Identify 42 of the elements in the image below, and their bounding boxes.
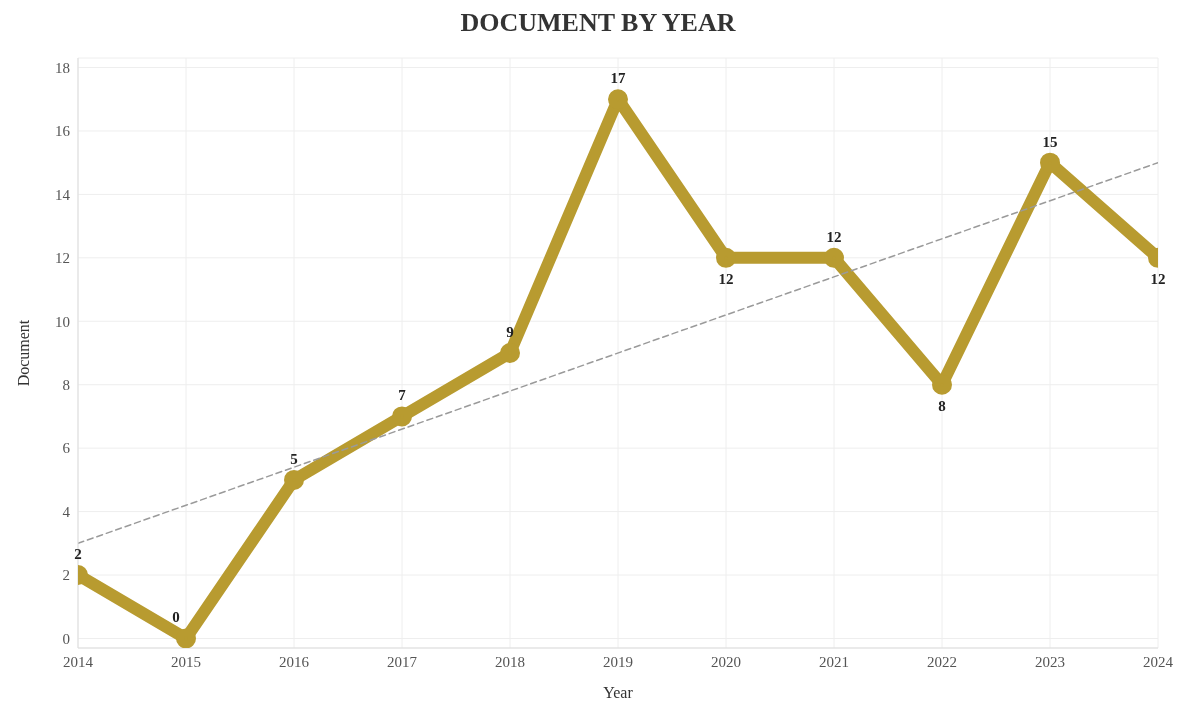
x-tick-label: 2019 <box>603 653 633 670</box>
point <box>716 247 736 268</box>
data-label: 12 <box>1150 270 1166 287</box>
data-label: 12 <box>826 228 842 245</box>
data-label: 15 <box>1042 133 1058 150</box>
y-tick-label: 16 <box>55 123 71 140</box>
data-label: 7 <box>398 387 407 404</box>
point <box>392 406 412 427</box>
x-tick-label: 2016 <box>279 653 310 670</box>
y-axis-title: Document <box>14 319 32 387</box>
y-tick-label: 4 <box>62 503 71 520</box>
point <box>176 628 196 648</box>
x-tick-label: 2020 <box>711 653 741 670</box>
data-label: 2 <box>74 546 82 563</box>
y-tick-label: 6 <box>62 440 71 457</box>
data-label: 9 <box>506 324 514 340</box>
x-axis-title: Year <box>603 684 634 701</box>
x-tick-label: 2014 <box>63 653 94 670</box>
point <box>284 469 304 490</box>
y-tick-label: 0 <box>62 630 70 647</box>
y-tick-label: 10 <box>55 313 70 330</box>
x-tick-label: 2021 <box>819 653 849 670</box>
x-tick-label: 2023 <box>1035 653 1065 670</box>
y-tick-label: 12 <box>55 250 70 267</box>
x-tick-label: 2022 <box>927 653 957 670</box>
point <box>824 247 844 268</box>
x-tick-label: 2018 <box>495 653 525 670</box>
data-label: 8 <box>938 397 946 414</box>
x-tick-label: 2024 <box>1143 653 1174 670</box>
data-label: 17 <box>610 70 626 87</box>
y-tick-label: 8 <box>62 377 70 394</box>
y-tick-label: 18 <box>55 59 70 76</box>
x-tick-label: 2017 <box>387 653 418 670</box>
y-tick-label: 14 <box>55 186 71 203</box>
x-tick-label: 2015 <box>171 653 201 670</box>
point <box>1040 152 1060 173</box>
chart-title: DOCUMENT BY YEAR <box>459 8 737 39</box>
data-label: 5 <box>290 450 298 467</box>
y-tick-label: 2 <box>62 567 70 584</box>
data-label: 0 <box>172 609 180 626</box>
data-label: 12 <box>718 270 734 287</box>
point <box>500 343 520 363</box>
